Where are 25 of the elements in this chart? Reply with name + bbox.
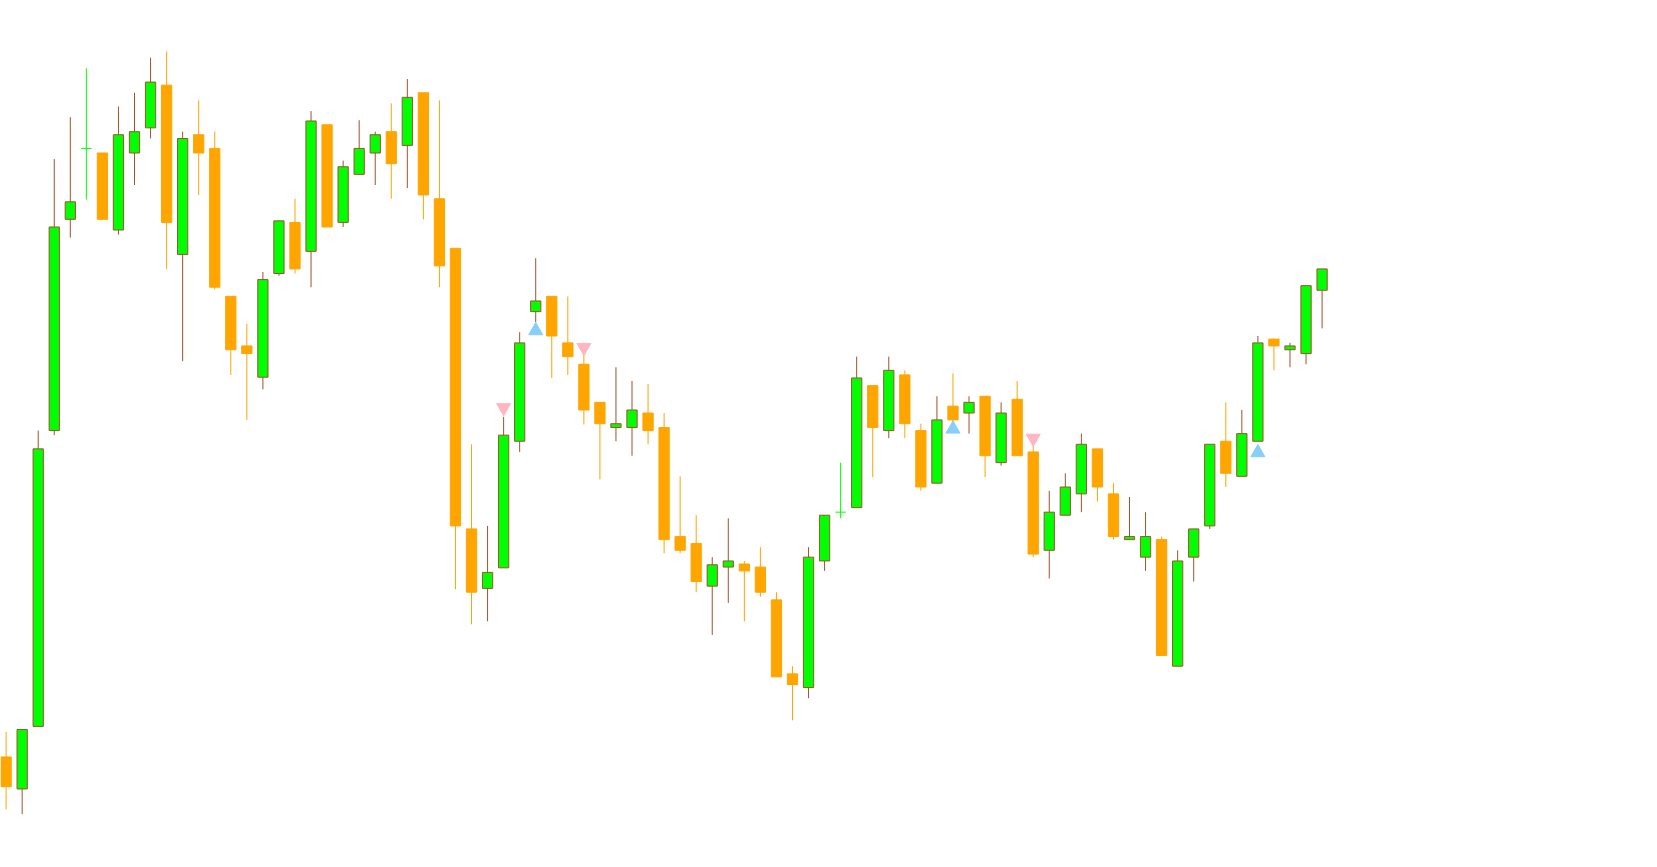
candlestick	[562, 295, 574, 376]
candlestick	[835, 462, 847, 519]
candlestick	[1284, 342, 1296, 368]
candlestick	[1123, 496, 1136, 541]
candlestick	[642, 383, 654, 445]
candlestick	[481, 525, 494, 622]
candlestick	[128, 92, 141, 186]
candlestick	[626, 380, 638, 457]
candlestick	[674, 475, 686, 554]
candlestick	[1268, 338, 1280, 371]
candlestick	[64, 116, 76, 239]
candlestick	[241, 323, 253, 421]
candlestick	[963, 395, 975, 435]
candlestick	[594, 401, 606, 480]
candlestick	[610, 366, 622, 442]
candlestick	[530, 257, 542, 323]
candlestick	[786, 665, 799, 721]
candlestick	[369, 131, 381, 186]
candlestick	[738, 560, 750, 622]
candlestick	[80, 67, 92, 201]
candlestick	[706, 556, 718, 636]
candlestick	[1139, 511, 1152, 572]
candlestick	[1316, 268, 1328, 329]
candlestick	[722, 517, 734, 604]
candlestick	[193, 99, 205, 196]
